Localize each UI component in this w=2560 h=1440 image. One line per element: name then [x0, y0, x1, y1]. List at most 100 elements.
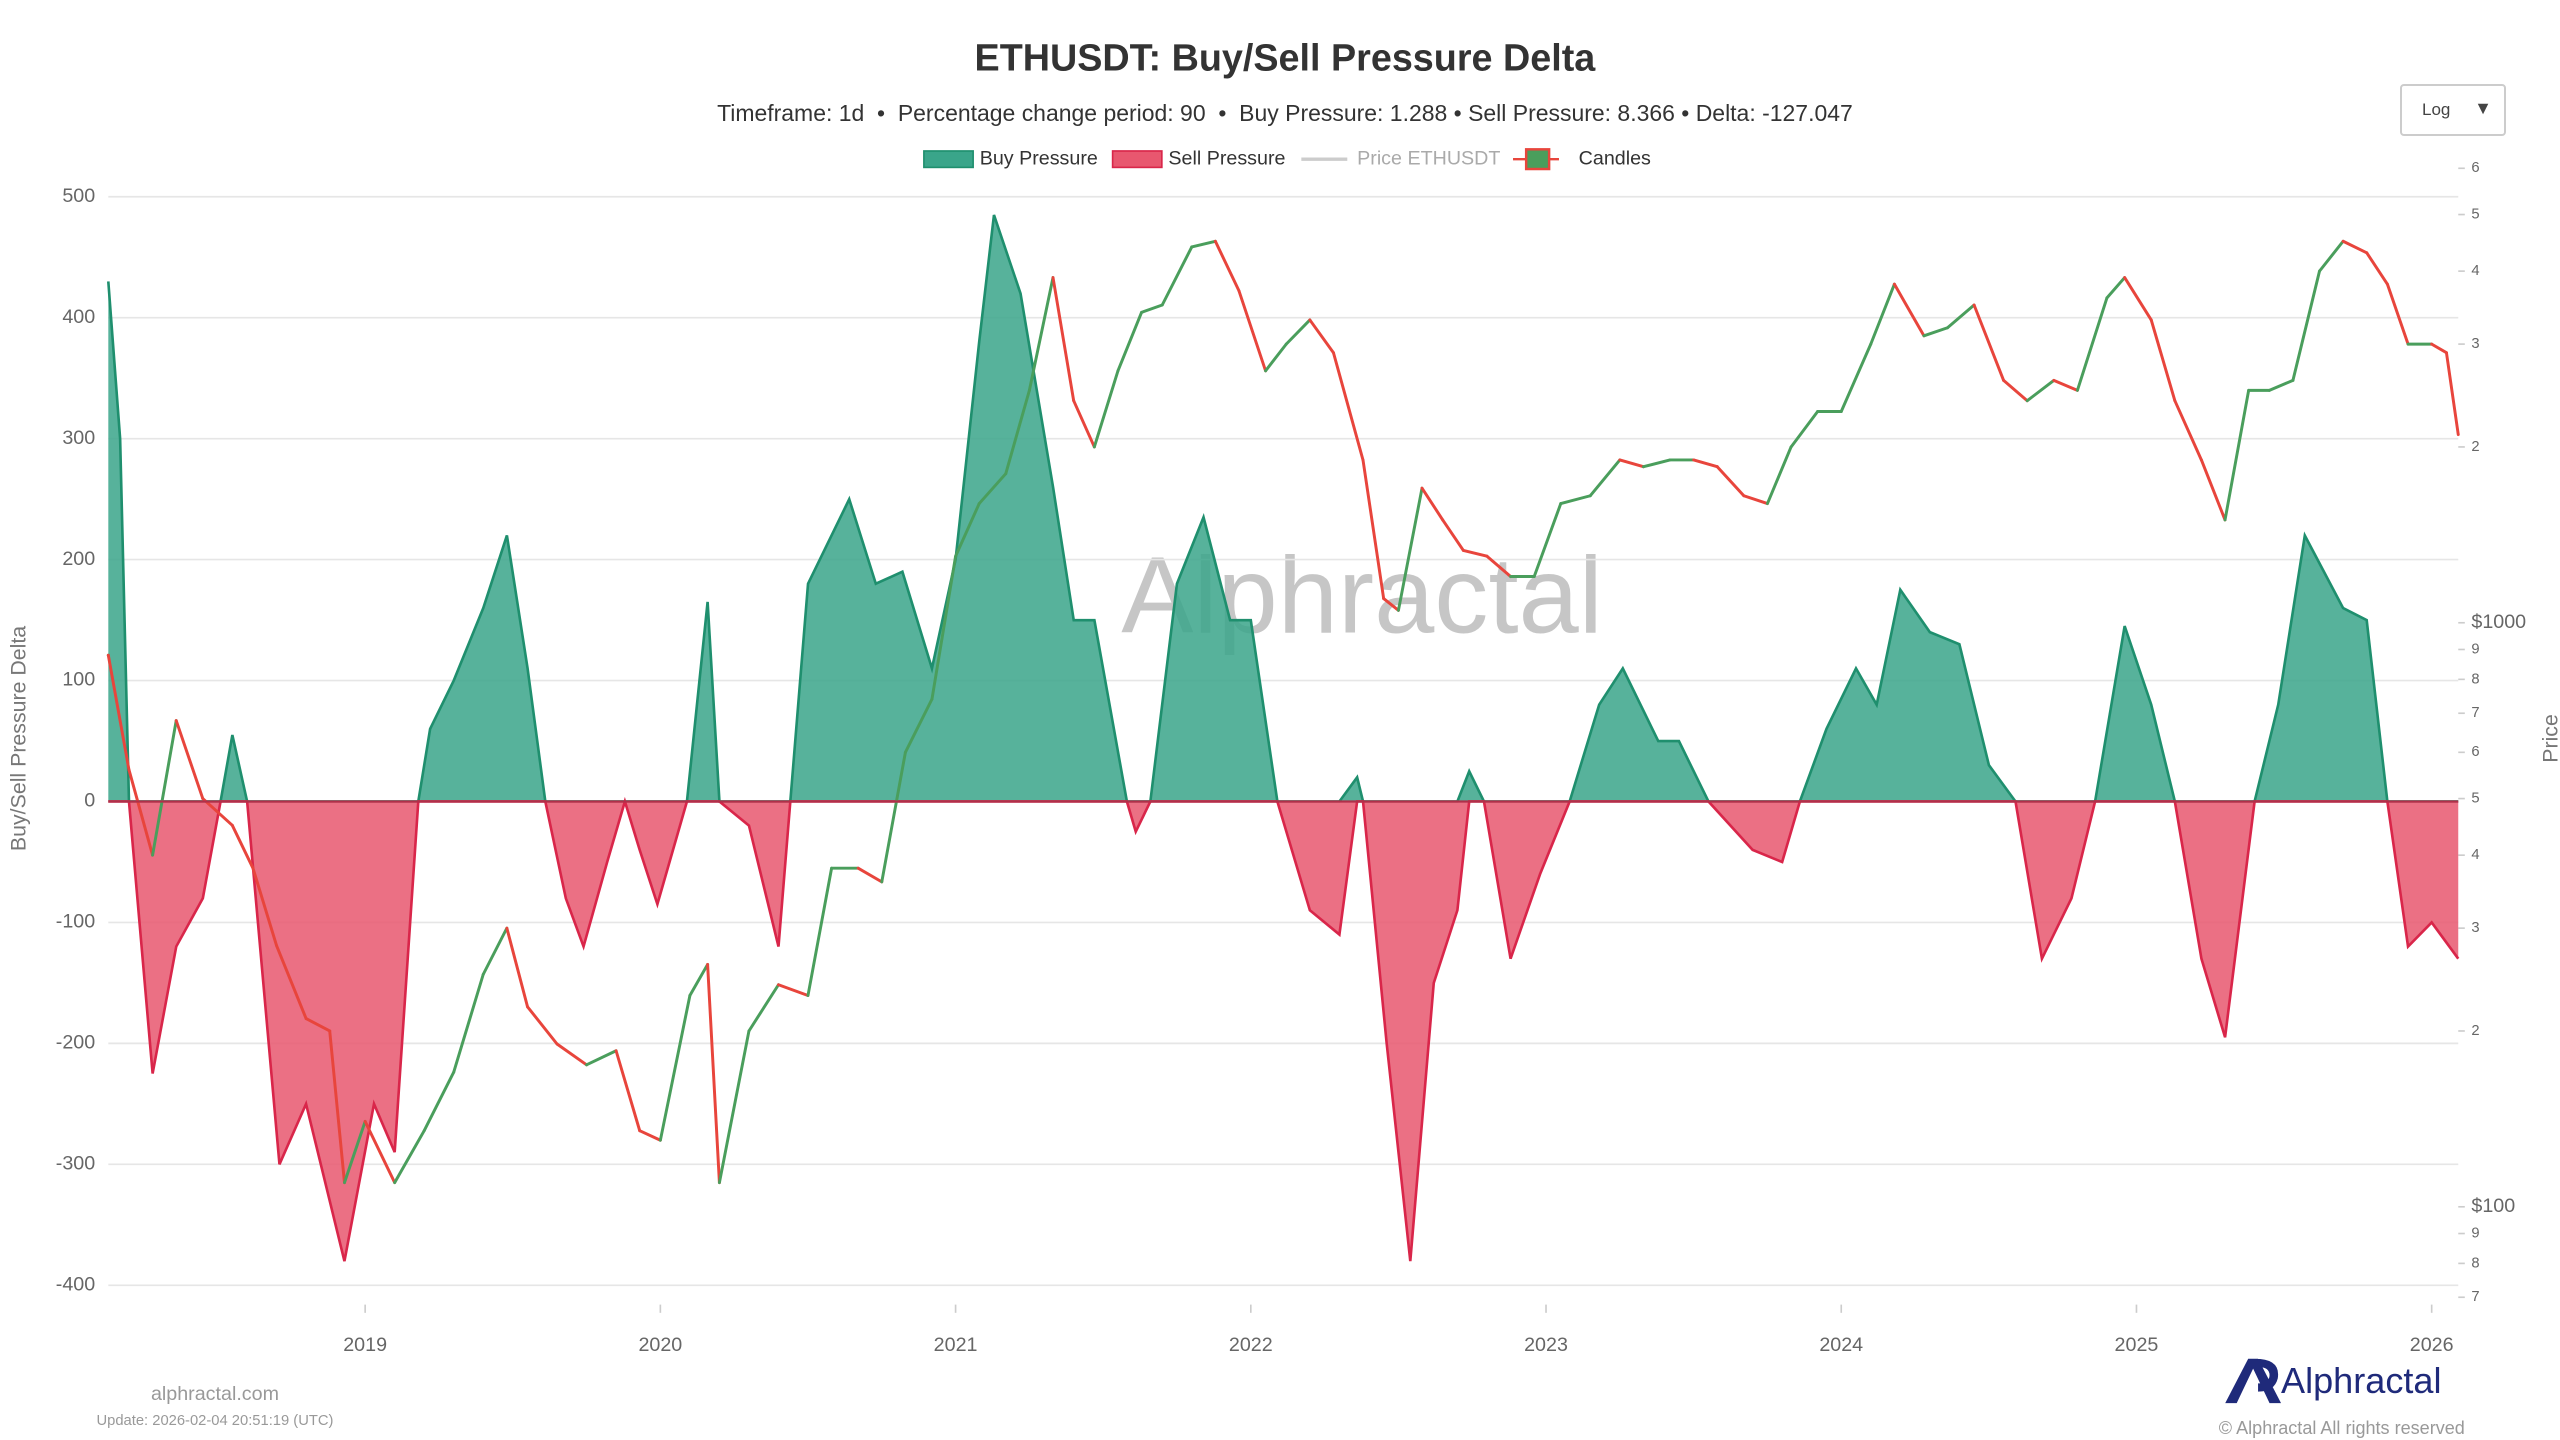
y2-tick-label: 6 [2471, 160, 2479, 176]
candle [2291, 269, 2321, 382]
candle [328, 1029, 346, 1185]
y2-tick-label: 2 [2471, 1023, 2479, 1039]
candle [251, 866, 279, 948]
candle [2173, 399, 2203, 462]
candle [1284, 318, 1312, 346]
legend-swatch [1111, 150, 1163, 169]
candle [1765, 445, 1793, 506]
y2-tick-label: 8 [2471, 1255, 2479, 1271]
candle [2444, 351, 2460, 437]
candle [526, 1005, 559, 1046]
candle [1190, 239, 1217, 249]
candle [1004, 388, 1031, 476]
candle [1237, 289, 1268, 373]
candle [230, 823, 255, 870]
candle [127, 768, 155, 857]
candle [1072, 399, 1096, 449]
x-tick-label: 2025 [2115, 1334, 2159, 1356]
x-tick-label: 2021 [934, 1334, 978, 1356]
candle [343, 1119, 367, 1185]
candle [452, 972, 485, 1074]
candle [614, 1049, 642, 1133]
candle [2318, 239, 2345, 273]
candle [1742, 494, 1769, 506]
candle [1946, 303, 1976, 330]
candle [363, 1119, 397, 1185]
y2-axis-label: Price [2538, 714, 2560, 763]
candle [1588, 458, 1622, 498]
scale-selector-label: Log [2422, 100, 2451, 119]
y2-tick-label: 3 [2471, 336, 2479, 352]
legend-label: Candles [1579, 147, 1651, 169]
candle [2149, 318, 2177, 403]
candle [275, 944, 308, 1021]
x-tick-label: 2023 [1524, 1334, 1568, 1356]
candle [1051, 276, 1076, 403]
candle [1715, 465, 1746, 498]
candle [1027, 276, 1055, 392]
candle [2025, 378, 2056, 403]
candle [2223, 388, 2251, 522]
y-tick-label: 500 [62, 185, 95, 207]
candle [1160, 245, 1194, 307]
candle [706, 962, 721, 1185]
candle [2365, 251, 2389, 286]
candle [638, 1129, 662, 1142]
candle [2123, 276, 2153, 322]
y2-tick-label: 6 [2471, 744, 2479, 760]
candle [1559, 494, 1592, 506]
candle [174, 719, 205, 801]
candle [201, 797, 234, 827]
candle [776, 983, 810, 998]
candle [106, 653, 131, 772]
candle [393, 1129, 426, 1185]
y-tick-label: -300 [56, 1153, 95, 1175]
y2-tick-label: 4 [2471, 263, 2479, 279]
y-tick-label: -400 [56, 1273, 95, 1295]
candle [954, 502, 981, 558]
candle [1116, 310, 1144, 373]
candle [1839, 342, 1873, 413]
candle [2341, 239, 2369, 255]
y2-tick-label: 3 [2471, 920, 2479, 936]
candle [1641, 458, 1672, 469]
candle [1396, 486, 1424, 612]
candle [1140, 303, 1164, 314]
candle [1461, 548, 1489, 558]
candle [1789, 410, 1820, 449]
y2-tick-label: 7 [2471, 1289, 2479, 1305]
y2-tick-label: 5 [2471, 206, 2479, 222]
candle [747, 983, 780, 1033]
candle [1972, 303, 2006, 382]
candle [2385, 282, 2410, 346]
candle [880, 750, 907, 884]
candle [930, 554, 958, 701]
candles [106, 239, 2460, 1185]
area-line [108, 796, 2460, 1262]
x-tick-label: 2026 [2410, 1334, 2454, 1356]
y-tick-label: 300 [62, 427, 95, 449]
dropdown-arrow: ▼ [2474, 98, 2492, 118]
candle [1361, 458, 1386, 601]
chart-subtitle: Timeframe: 1d • Percentage change period… [717, 100, 1853, 126]
candle [1922, 326, 1950, 338]
footer-copyright: © Alphractal All rights reserved [2219, 1418, 2465, 1438]
y-tick-label: 100 [62, 669, 95, 691]
y-tick-label: 200 [62, 548, 95, 570]
legend-label: Buy Pressure [980, 147, 1098, 169]
candle [585, 1049, 618, 1067]
candle [1892, 282, 1926, 338]
candle [2199, 458, 2227, 522]
candle [1213, 239, 1241, 293]
candle [806, 866, 834, 998]
candle [2267, 378, 2295, 392]
legend-label: Price ETHUSDT [1357, 147, 1500, 169]
legend-swatch [1524, 148, 1551, 171]
y-axis-label: Buy/Sell Pressure Delta [6, 626, 30, 851]
chart-title: ETHUSDT: Buy/Sell Pressure Delta [975, 37, 1597, 79]
candle [658, 994, 692, 1142]
candle [1692, 458, 1719, 469]
scale-selector[interactable]: Log ▼ [2400, 84, 2506, 136]
